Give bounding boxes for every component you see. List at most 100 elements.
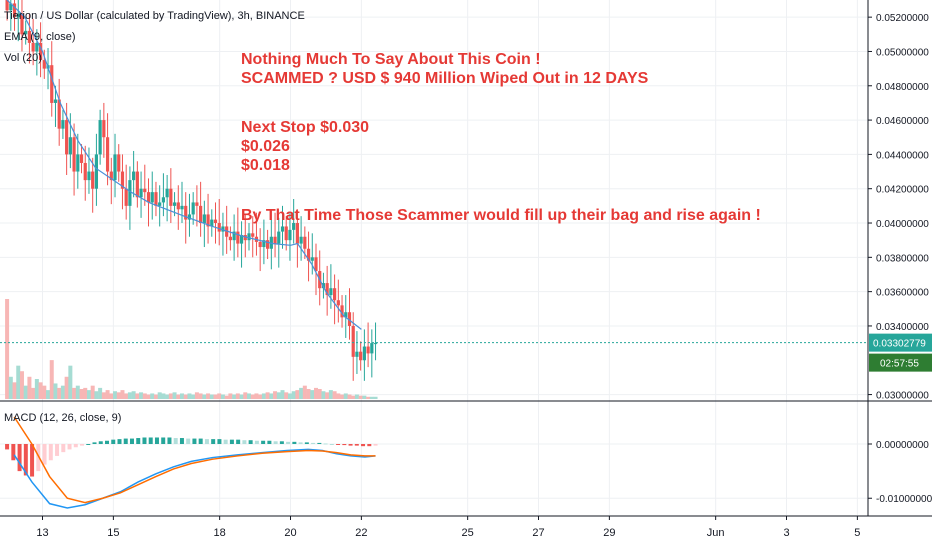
macd-histogram-bar [342, 444, 347, 446]
candle-body [370, 343, 374, 354]
candle-body [158, 202, 162, 206]
symbol-legend[interactable]: Tierion / US Dollar (calculated by Tradi… [4, 10, 305, 22]
macd-histogram-bar [142, 437, 147, 444]
macd-histogram-bar [136, 438, 141, 444]
macd-histogram-bar [217, 439, 222, 444]
macd-histogram-bar [373, 444, 378, 446]
candle-body [35, 42, 39, 52]
candle-body [329, 288, 333, 296]
volume-bar [116, 392, 121, 399]
volume-bar [265, 392, 270, 399]
price-tick-label: 0.04800000 [876, 82, 929, 93]
volume-bar [299, 387, 304, 399]
macd-histogram-bar [98, 441, 103, 444]
volume-bar [313, 387, 318, 399]
volume-bar [280, 390, 285, 399]
volume-bar [75, 385, 80, 399]
candle-body [187, 214, 192, 220]
macd-histogram-bar [80, 444, 85, 446]
price-tick-label: 0.03800000 [876, 253, 929, 264]
volume-bar [187, 393, 192, 399]
volume-bar [321, 391, 326, 399]
volume-bar [124, 393, 129, 399]
volume-bar [206, 393, 211, 399]
volume-bar [53, 383, 58, 399]
candle-body [139, 188, 143, 198]
time-tick-label: 5 [854, 527, 860, 539]
volume-bar [12, 382, 17, 399]
volume-bar [295, 390, 300, 399]
candle-body [98, 120, 102, 155]
macd-histogram-bar [286, 441, 291, 444]
volume-bar [250, 394, 255, 399]
volume-bar [150, 393, 155, 399]
price-tick-label: 0.04400000 [876, 150, 929, 161]
ema-legend[interactable]: EMA (9, close) [4, 31, 76, 43]
volume-bar [358, 395, 363, 399]
candle-body [340, 305, 344, 318]
volume-legend[interactable]: Vol (20) [4, 52, 42, 64]
volume-bar [142, 393, 147, 399]
macd-histogram-bar [211, 439, 216, 444]
volume-bar [306, 389, 311, 399]
volume-bar [19, 371, 24, 399]
candle-body [12, 3, 17, 18]
macd-histogram-bar [304, 442, 309, 444]
macd-histogram-bar [86, 444, 91, 445]
price-tick-label: 0.05000000 [876, 47, 929, 58]
candle-body [83, 162, 87, 181]
macd-histogram-bar [48, 444, 53, 461]
volume-bar [284, 392, 289, 399]
volume-bar [109, 393, 114, 399]
countdown-badge[interactable] [869, 353, 932, 372]
candle-body [79, 154, 84, 163]
macd-histogram-bar [261, 440, 266, 444]
candle-body [310, 257, 314, 261]
volume-bar [354, 394, 359, 399]
candle-body [362, 346, 366, 361]
candle-body [280, 226, 285, 232]
volume-bar [153, 394, 158, 399]
volume-bar [183, 394, 188, 399]
volume-bar [194, 392, 199, 399]
macd-histogram-bar [348, 444, 353, 446]
volume-bar [146, 394, 151, 399]
candle-body [128, 180, 132, 206]
candle-body [258, 241, 262, 248]
candle-body [124, 188, 128, 206]
candle-body [132, 171, 136, 181]
price-tick-label: 0.03600000 [876, 288, 929, 299]
volume-bar [31, 387, 36, 399]
macd-histogram-bar [123, 438, 128, 444]
candle-body [336, 300, 340, 306]
macd-histogram-bar [148, 437, 153, 444]
candle-body [247, 233, 251, 241]
macd-histogram-bar [11, 444, 16, 461]
volume-bar [232, 394, 237, 399]
volume-bar [269, 393, 274, 399]
candle-body [9, 3, 13, 11]
macd-legend[interactable]: MACD (12, 26, close, 9) [4, 412, 122, 424]
signal-line [13, 416, 376, 504]
volume-bar [98, 387, 103, 399]
volume-bar [220, 394, 225, 399]
volume-bar [42, 385, 47, 399]
macd-histogram-bar [5, 444, 10, 450]
candle-body [232, 231, 236, 241]
candle-body [366, 346, 370, 354]
candle-body [191, 202, 195, 215]
candle-body [113, 154, 117, 181]
macd-histogram-bar [323, 443, 328, 445]
candle-body [306, 248, 311, 261]
candle-body [5, 0, 9, 11]
candle-body [146, 192, 151, 203]
macd-histogram-bar [73, 444, 78, 448]
macd-histogram-bar [242, 440, 247, 444]
candle-body [292, 223, 296, 230]
macd-histogram-bar [198, 438, 203, 444]
time-tick-label: 18 [214, 527, 226, 539]
last-price-badge[interactable] [869, 333, 932, 352]
volume-bar [209, 394, 214, 399]
